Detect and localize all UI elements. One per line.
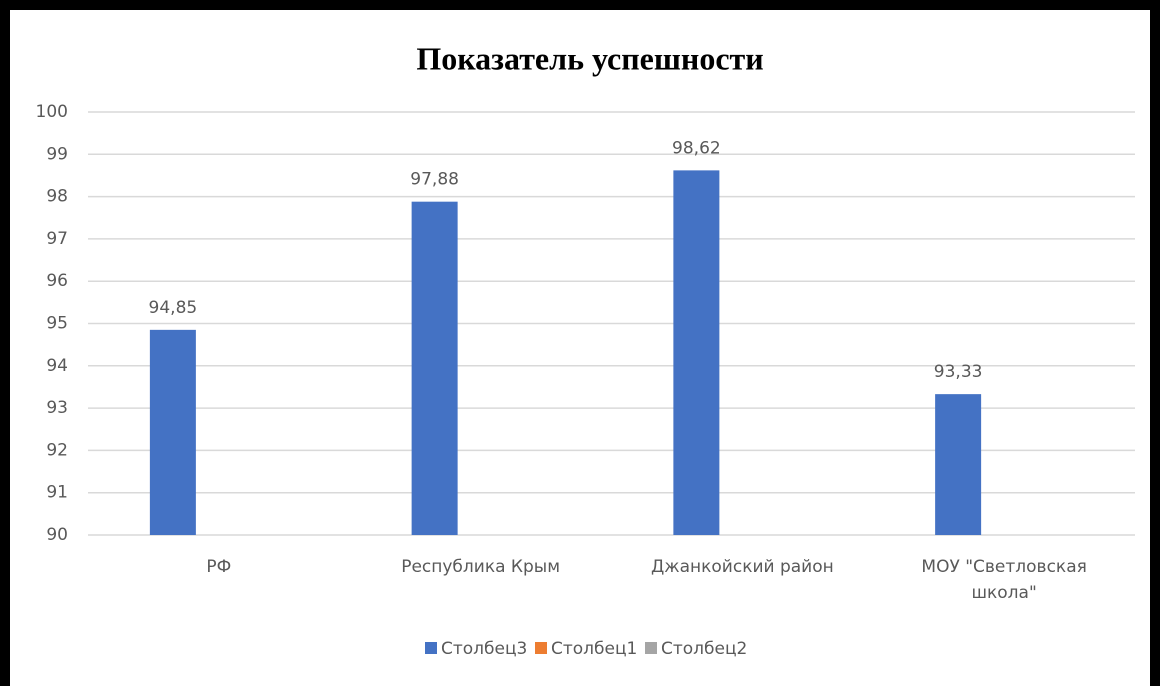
legend-swatch — [425, 642, 437, 654]
y-tick-label: 90 — [46, 525, 68, 545]
legend-label: Столбец2 — [661, 639, 747, 659]
legend-label: Столбец1 — [551, 639, 637, 659]
y-tick-label: 95 — [46, 314, 68, 334]
legend-swatch — [645, 642, 657, 654]
y-tick-label: 91 — [46, 483, 68, 503]
bar — [673, 170, 720, 535]
data-label: 94,85 — [149, 298, 198, 318]
y-tick-label: 99 — [46, 144, 68, 164]
y-tick-label: 97 — [46, 229, 68, 249]
x-tick-label: РФ — [206, 557, 232, 577]
y-tick-label: 94 — [46, 356, 68, 376]
x-tick-label: Джанкойский район — [651, 557, 834, 577]
frame-top — [0, 0, 1160, 10]
data-label: 98,62 — [672, 138, 721, 158]
legend-swatch — [535, 642, 547, 654]
y-tick-label: 92 — [46, 440, 68, 460]
bar — [411, 201, 458, 535]
y-tick-label: 100 — [36, 102, 68, 122]
y-tick-label: 96 — [46, 271, 68, 291]
legend-label: Столбец3 — [441, 639, 527, 659]
x-tick-label: МОУ "Светловская школа" — [921, 557, 1087, 603]
data-label: 97,88 — [410, 170, 459, 190]
bar — [149, 329, 196, 535]
data-label: 93,33 — [934, 362, 983, 382]
x-tick-label: Республика Крым — [401, 557, 561, 577]
chart-title: Показатель успешности — [416, 40, 763, 76]
y-tick-label: 98 — [46, 187, 68, 207]
frame-right — [1150, 0, 1160, 686]
y-tick-label: 93 — [46, 398, 68, 418]
frame-left — [0, 0, 10, 686]
bar — [935, 394, 982, 535]
